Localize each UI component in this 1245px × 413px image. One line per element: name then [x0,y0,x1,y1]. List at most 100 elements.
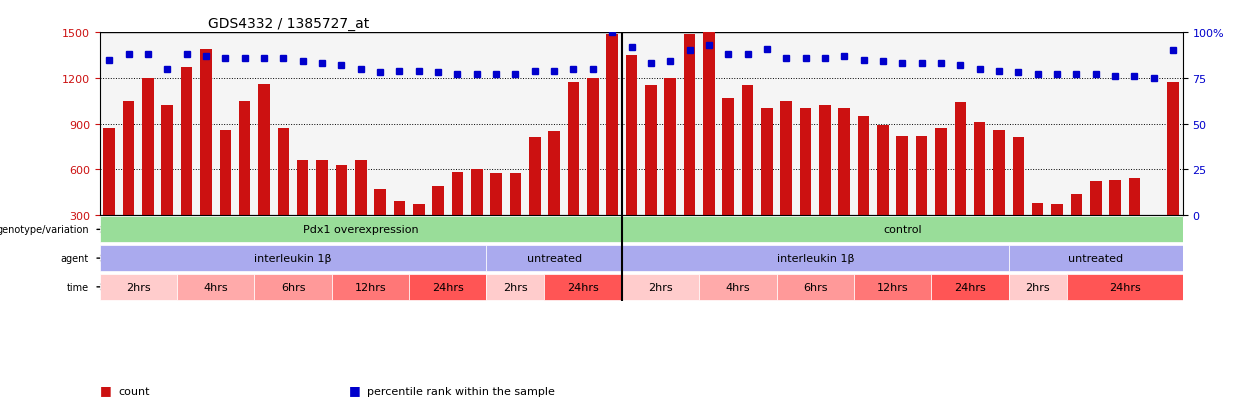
Text: genotype/variation: genotype/variation [0,225,88,235]
Bar [336,165,347,261]
Text: untreated: untreated [527,254,581,263]
Text: 2hrs: 2hrs [503,282,528,292]
Bar [200,50,212,261]
Text: 12hrs: 12hrs [355,282,386,292]
Bar [509,174,522,261]
Bar [219,131,232,261]
FancyBboxPatch shape [621,274,700,300]
Bar [684,35,696,261]
FancyBboxPatch shape [621,217,1183,243]
Bar [1129,179,1140,261]
Bar [838,109,850,261]
Bar [665,78,676,261]
Bar [393,202,405,261]
Text: 2hrs: 2hrs [1026,282,1050,292]
Bar [1109,180,1120,261]
Bar [781,102,792,261]
Text: 12hrs: 12hrs [876,282,909,292]
Text: 2hrs: 2hrs [649,282,672,292]
Bar [916,136,928,261]
Bar [142,78,154,261]
Bar [548,132,560,261]
Bar [123,102,134,261]
FancyBboxPatch shape [487,274,544,300]
Bar [1051,205,1063,261]
Bar [278,129,289,261]
FancyBboxPatch shape [177,274,254,300]
FancyBboxPatch shape [100,217,621,243]
Bar [471,170,483,261]
Text: Pdx1 overexpression: Pdx1 overexpression [303,225,418,235]
Text: ■: ■ [349,384,360,396]
Bar [974,123,986,261]
FancyBboxPatch shape [1067,274,1183,300]
Bar [703,31,715,261]
Text: 24hrs: 24hrs [432,282,463,292]
Bar [296,161,309,261]
Text: 4hrs: 4hrs [726,282,751,292]
FancyBboxPatch shape [777,274,854,300]
Bar [316,161,327,261]
FancyBboxPatch shape [487,246,621,271]
Bar [162,106,173,261]
Text: GDS4332 / 1385727_at: GDS4332 / 1385727_at [208,17,370,31]
Bar [742,86,753,261]
Bar [1148,231,1159,261]
Bar [896,136,908,261]
Bar [955,103,966,261]
Bar [588,78,599,261]
Text: untreated: untreated [1068,254,1123,263]
Bar [568,83,579,261]
FancyBboxPatch shape [410,274,487,300]
Bar [432,187,444,261]
Bar [1168,83,1179,261]
FancyBboxPatch shape [100,246,487,271]
FancyBboxPatch shape [100,274,177,300]
FancyBboxPatch shape [700,274,777,300]
Bar [935,129,946,261]
Text: percentile rank within the sample: percentile rank within the sample [367,387,555,396]
Bar [878,126,889,261]
Bar [1089,182,1102,261]
Text: interleukin 1β: interleukin 1β [254,254,331,263]
Bar [452,173,463,261]
Text: 24hrs: 24hrs [568,282,599,292]
Bar [491,174,502,261]
FancyBboxPatch shape [621,246,1008,271]
Bar [103,129,115,261]
Bar [355,161,366,261]
Text: 6hrs: 6hrs [803,282,828,292]
Text: 2hrs: 2hrs [126,282,151,292]
Bar [258,85,270,261]
FancyBboxPatch shape [331,274,410,300]
Bar [1032,203,1043,261]
FancyBboxPatch shape [854,274,931,300]
Text: ■: ■ [100,384,111,396]
Text: 24hrs: 24hrs [954,282,986,292]
Text: control: control [883,225,921,235]
Bar [722,98,735,261]
Bar [819,106,830,261]
Bar [799,109,812,261]
Bar [375,190,386,261]
FancyBboxPatch shape [1008,246,1183,271]
Bar [181,68,193,261]
FancyBboxPatch shape [1008,274,1067,300]
Text: time: time [67,282,88,292]
Bar [858,116,869,261]
Bar [761,109,773,261]
FancyBboxPatch shape [254,274,331,300]
Bar [994,131,1005,261]
Bar [606,35,618,261]
Bar [239,102,250,261]
Text: interleukin 1β: interleukin 1β [777,254,854,263]
Text: agent: agent [61,254,88,263]
Bar [1071,194,1082,261]
FancyBboxPatch shape [931,274,1008,300]
Text: 24hrs: 24hrs [1109,282,1140,292]
Bar [626,56,637,261]
Bar [1012,138,1025,261]
Text: 6hrs: 6hrs [281,282,305,292]
Bar [645,86,656,261]
Text: 4hrs: 4hrs [203,282,228,292]
